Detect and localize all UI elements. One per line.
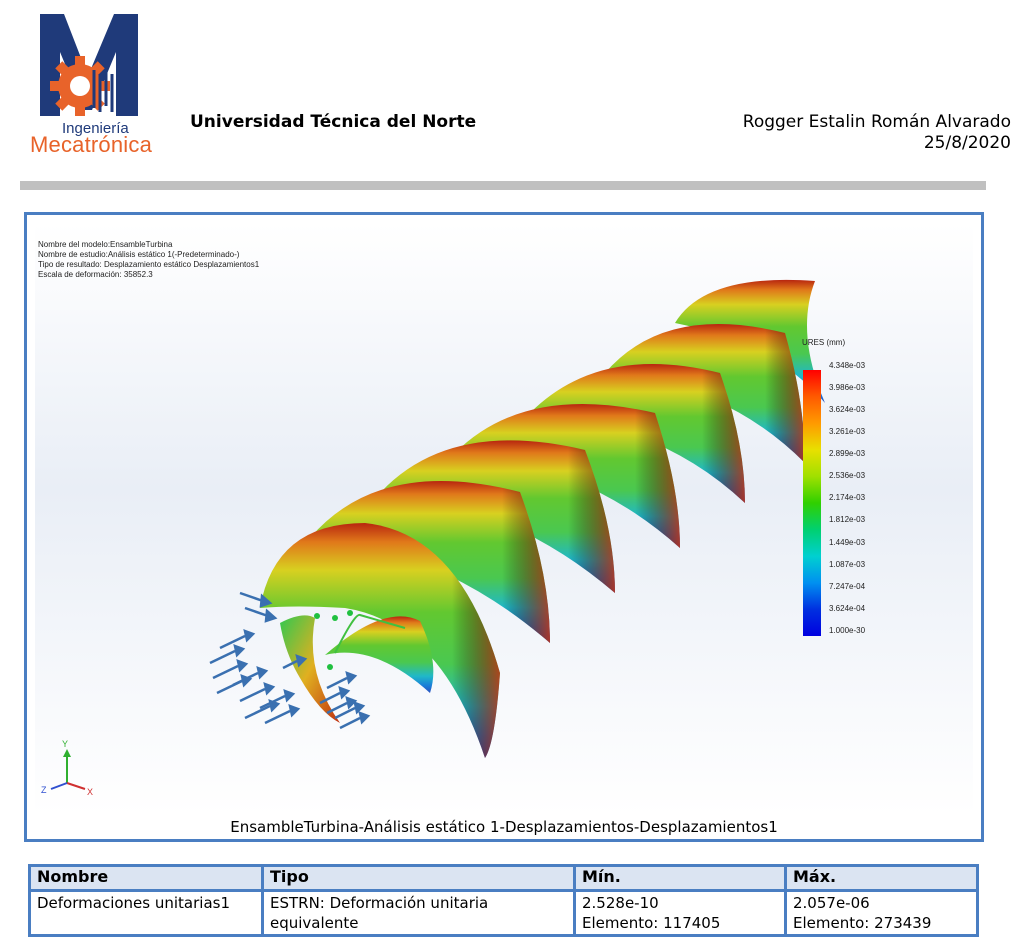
cell-tipo: ESTRN: Deformación unitaria equivalente (261, 889, 576, 937)
legend-title: URES (mm) (802, 338, 846, 347)
fixture-markers (314, 610, 353, 670)
legend-tick: 1.812e-03 (829, 515, 866, 524)
legend-tick: 3.624e-04 (829, 604, 866, 613)
load-arrows (209, 591, 371, 730)
legend-tick: 7.247e-04 (829, 582, 866, 591)
model-info-line: Nombre de estudio:Análisis estático 1(-P… (38, 250, 240, 259)
legend-tick: 3.261e-03 (829, 427, 866, 436)
logo-text-ingenieria: Ingeniería (62, 120, 129, 137)
legend-tick: 3.986e-03 (829, 383, 866, 392)
axis-z-label: Z (41, 785, 47, 795)
cell-min: 2.528e-10 Elemento: 117405 (573, 889, 787, 937)
model-info-line: Nombre del modelo:EnsambleTurbina (38, 240, 173, 249)
col-header-nombre: Nombre (28, 864, 264, 892)
logo-text-mecatronica: Mecatrónica (30, 132, 153, 157)
axis-x-label: X (87, 787, 93, 797)
header-divider (20, 181, 986, 190)
blade-1 (260, 523, 500, 758)
university-name: Universidad Técnica del Norte (190, 112, 477, 132)
axis-triad (50, 749, 86, 790)
col-header-tipo: Tipo (261, 864, 576, 892)
cell-nombre: Deformaciones unitarias1 (28, 889, 264, 937)
legend-tick: 2.174e-03 (829, 493, 866, 502)
report-date: 25/8/2020 (923, 133, 1011, 153)
min-value: 2.528e-10 (582, 894, 659, 912)
col-header-min: Mín. (573, 864, 787, 892)
author-block: Rogger Estalin Román Alvarado 25/8/2020 (743, 112, 1011, 154)
figure-caption: EnsambleTurbina-Análisis estático 1-Desp… (230, 818, 778, 836)
legend-tick: 1.000e-30 (829, 626, 866, 635)
legend-tick: 4.348e-03 (829, 361, 866, 370)
model-info-line: Escala de deformación: 35852.3 (38, 270, 153, 279)
legend-tick: 2.536e-03 (829, 471, 866, 480)
legend-tick: 1.449e-03 (829, 538, 866, 547)
legend-tick: 1.087e-03 (829, 560, 866, 569)
axis-y-label: Y (62, 739, 68, 749)
simulation-figure: Y X Z EnsambleTurbina-Análisis estático … (24, 212, 984, 842)
shaft (280, 615, 340, 723)
table-row: Deformaciones unitarias1 ESTRN: Deformac… (28, 889, 979, 937)
max-value: 2.057e-06 (793, 894, 870, 912)
blade-front (325, 614, 434, 693)
table-header-row: Nombre Tipo Mín. Máx. (28, 864, 979, 892)
mecatronica-logo (40, 14, 138, 116)
results-table: Nombre Tipo Mín. Máx. Deformaciones unit… (28, 864, 979, 937)
model-info: Nombre del modelo:EnsambleTurbina Nombre… (38, 240, 259, 280)
color-scale-bar (803, 370, 821, 636)
model-info-line: Tipo de resultado: Desplazamiento estáti… (38, 260, 260, 269)
max-element: Elemento: 273439 (793, 914, 932, 932)
legend-tick: 2.899e-03 (829, 449, 866, 458)
author-name: Rogger Estalin Román Alvarado (742, 112, 1011, 132)
min-element: Elemento: 117405 (582, 914, 721, 932)
cell-max: 2.057e-06 Elemento: 273439 (784, 889, 979, 937)
col-header-max: Máx. (784, 864, 979, 892)
legend-tick: 3.624e-03 (829, 405, 866, 414)
